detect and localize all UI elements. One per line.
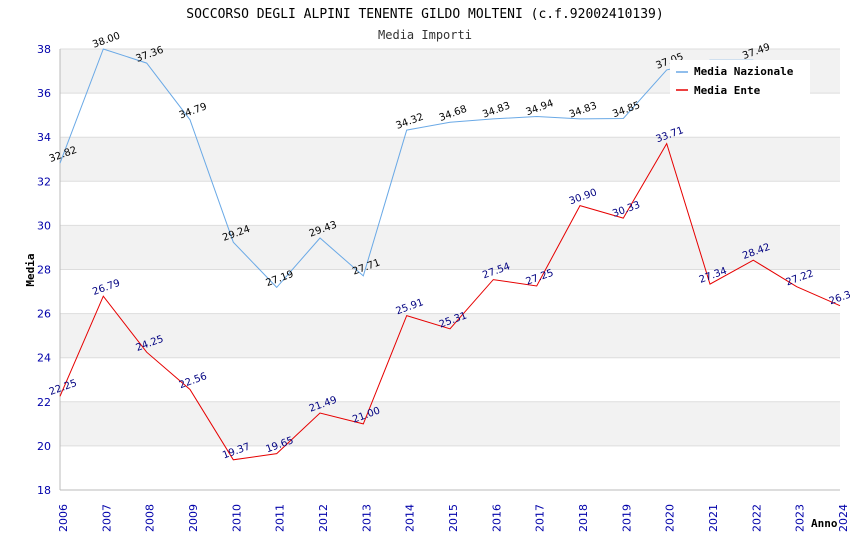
x-tick-label: 2010 xyxy=(230,504,243,532)
plot-band xyxy=(60,137,840,182)
data-label: 38.00 xyxy=(91,31,122,51)
x-tick-label: 2024 xyxy=(837,504,850,532)
x-tick-label: 2008 xyxy=(144,504,157,532)
x-tick-label: 2011 xyxy=(274,504,287,532)
x-tick-label: 2021 xyxy=(707,504,720,532)
plot-band xyxy=(60,445,840,490)
y-tick-label: 22 xyxy=(37,396,51,409)
legend-label-media-nazionale: Media Nazionale xyxy=(694,65,794,78)
y-tick-label: 20 xyxy=(37,440,51,453)
y-tick-label: 18 xyxy=(37,484,51,497)
y-tick-label: 38 xyxy=(37,43,51,56)
legend-box xyxy=(670,60,810,96)
series-line-media-nazionale xyxy=(59,48,754,289)
x-tick-label: 2019 xyxy=(620,504,633,532)
x-tick-label: 2007 xyxy=(100,504,113,532)
x-tick-label: 2015 xyxy=(447,504,460,532)
x-tick-label: 2014 xyxy=(404,504,417,532)
plot-band xyxy=(60,225,840,270)
plot-band xyxy=(60,313,840,358)
x-tick-label: 2013 xyxy=(360,504,373,532)
y-tick-label: 30 xyxy=(37,219,51,232)
plot-band xyxy=(60,93,840,138)
plot-band xyxy=(60,401,840,446)
y-tick-label: 28 xyxy=(37,264,51,277)
chart-title: SOCCORSO DEGLI ALPINI TENENTE GILDO MOLT… xyxy=(186,7,663,22)
y-tick-label: 36 xyxy=(37,87,51,100)
plot-band xyxy=(60,181,840,226)
plot-band xyxy=(60,357,840,402)
y-tick-label: 26 xyxy=(37,308,51,321)
chart-subtitle: Media Importi xyxy=(378,28,472,42)
x-tick-label: 2016 xyxy=(490,504,503,532)
x-tick-label: 2017 xyxy=(534,504,547,532)
x-tick-label: 2018 xyxy=(577,504,590,532)
series-line-media-ente xyxy=(59,142,841,461)
legend-label-media-ente: Media Ente xyxy=(694,84,761,97)
y-tick-label: 32 xyxy=(37,175,51,188)
x-tick-label: 2020 xyxy=(664,504,677,532)
plot-band xyxy=(60,269,840,314)
y-tick-label: 24 xyxy=(37,352,51,365)
x-axis-label: Anno xyxy=(811,517,838,530)
y-axis-label: Media xyxy=(24,253,37,286)
x-tick-label: 2022 xyxy=(750,504,763,532)
legend: Media Nazionale Media Ente xyxy=(670,60,810,97)
x-tick-label: 2006 xyxy=(57,504,70,532)
x-tick-label: 2012 xyxy=(317,504,330,532)
x-tick-label: 2009 xyxy=(187,504,200,532)
x-tick-label: 2023 xyxy=(794,504,807,532)
y-tick-label: 34 xyxy=(37,131,51,144)
